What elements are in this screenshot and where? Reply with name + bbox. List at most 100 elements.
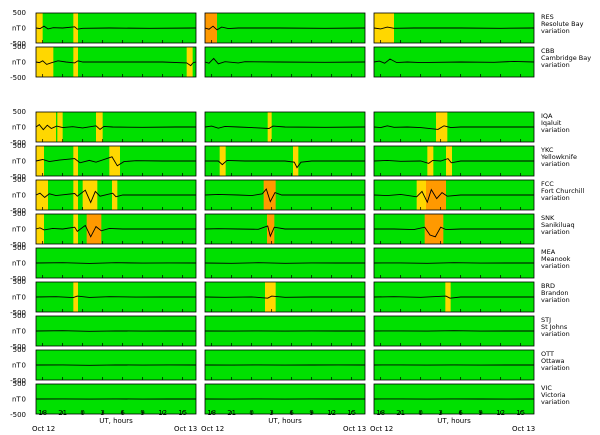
activity-band-active bbox=[73, 146, 78, 176]
series-line-ykc bbox=[205, 159, 365, 169]
panel-iqa-2 bbox=[204, 111, 366, 143]
panel-mea-1 bbox=[35, 247, 197, 279]
unit-label: nT bbox=[12, 192, 21, 200]
x-tick-label: 9 bbox=[478, 409, 482, 417]
station-code: FCC bbox=[541, 180, 554, 188]
station-code: STJ bbox=[541, 316, 551, 324]
date-start-label: Oct 12 bbox=[201, 425, 224, 433]
unit-label: nT bbox=[12, 396, 21, 404]
x-tick-label: 21 bbox=[58, 409, 67, 417]
panel-frame bbox=[35, 247, 197, 279]
activity-band-active bbox=[427, 146, 434, 176]
station-name: Resolute Bay bbox=[541, 20, 584, 28]
activity-band-active bbox=[219, 146, 226, 176]
date-end-label: Oct 13 bbox=[174, 425, 197, 433]
x-tick-label: 18 bbox=[207, 409, 216, 417]
unit-label: nT bbox=[12, 59, 21, 67]
x-tick-label: 0 bbox=[249, 409, 253, 417]
series-line-cbb bbox=[35, 60, 197, 67]
station-code: VIC bbox=[541, 384, 552, 392]
unit-label: nT bbox=[12, 25, 21, 33]
y-tick-label: 500 bbox=[13, 108, 26, 116]
station-suffix: variation bbox=[541, 27, 570, 35]
panel-frame bbox=[35, 315, 197, 347]
y-tick-label: 0 bbox=[22, 226, 26, 234]
panel-frame bbox=[204, 46, 366, 78]
y-tick-label: -500 bbox=[10, 309, 26, 317]
y-tick-label: 500 bbox=[13, 43, 26, 51]
x-tick-label: 3 bbox=[100, 409, 104, 417]
panel-frame bbox=[204, 111, 366, 143]
panel-stj-2 bbox=[204, 315, 366, 347]
station-suffix: variation bbox=[541, 194, 570, 202]
station-suffix: variation bbox=[541, 160, 570, 168]
x-tick-label: 3 bbox=[269, 409, 273, 417]
panel-res-1 bbox=[35, 12, 197, 44]
y-tick-label: -500 bbox=[10, 207, 26, 215]
series-line-ykc bbox=[35, 156, 196, 167]
series-line-ykc bbox=[373, 158, 534, 164]
unit-label: nT bbox=[12, 362, 21, 370]
series-line-iqa bbox=[373, 125, 534, 130]
panel-ott-1 bbox=[35, 349, 197, 381]
x-tick-label: 0 bbox=[80, 409, 84, 417]
station-name: Ottawa bbox=[541, 357, 565, 365]
x-tick-label: 3 bbox=[438, 409, 442, 417]
station-code: MEA bbox=[541, 248, 556, 256]
x-tick-label: 15 bbox=[516, 409, 525, 417]
panel-frame bbox=[373, 213, 535, 245]
y-tick-label: 0 bbox=[22, 192, 26, 200]
panel-frame bbox=[373, 383, 535, 415]
activity-band-storm bbox=[267, 214, 275, 244]
x-tick-label: 21 bbox=[396, 409, 405, 417]
x-axis-2: 18 21 0 3 6 9 12 15 UT, hours Oct 12 Oct 13 bbox=[201, 409, 366, 433]
activity-band-storm bbox=[263, 180, 276, 210]
panel-stj-1 bbox=[35, 315, 197, 347]
station-code: SNK bbox=[541, 214, 555, 222]
panel-snk-1 bbox=[35, 213, 197, 245]
x-axis-label: UT, hours bbox=[437, 417, 471, 425]
station-name: Meanook bbox=[541, 255, 571, 263]
y-tick-label: 500 bbox=[13, 9, 26, 17]
x-tick-label: 21 bbox=[227, 409, 236, 417]
station-suffix: variation bbox=[541, 262, 570, 270]
y-tick-label: -500 bbox=[10, 139, 26, 147]
station-suffix: variation bbox=[541, 61, 570, 69]
date-start-label: Oct 12 bbox=[370, 425, 393, 433]
station-name: Sanikiluaq bbox=[541, 221, 575, 229]
panel-vic-3 bbox=[373, 383, 535, 415]
unit-label: nT bbox=[12, 124, 21, 132]
panel-iqa-3 bbox=[373, 111, 535, 143]
y-tick-label: -500 bbox=[10, 377, 26, 385]
station-suffix: variation bbox=[541, 364, 570, 372]
panel-brd-2 bbox=[204, 281, 366, 313]
panel-frame bbox=[204, 281, 366, 313]
activity-band-active bbox=[267, 112, 272, 142]
x-tick-label: 9 bbox=[309, 409, 313, 417]
date-start-label: Oct 12 bbox=[32, 425, 55, 433]
x-axis-label: UT, hours bbox=[268, 417, 302, 425]
x-tick-label: 18 bbox=[376, 409, 385, 417]
x-axis-1: 18 21 0 3 6 9 12 15 UT, hours Oct 12 Oct 13 bbox=[32, 409, 197, 433]
panel-iqa-1 bbox=[35, 111, 197, 143]
panel-mea-2 bbox=[204, 247, 366, 279]
series-line-brd bbox=[204, 295, 365, 299]
panel-cbb-3 bbox=[373, 46, 535, 78]
y-tick-label: 500 bbox=[13, 176, 26, 184]
x-tick-label: 18 bbox=[38, 409, 47, 417]
panel-snk-2 bbox=[204, 213, 366, 245]
station-name: Cambridge Bay bbox=[541, 54, 591, 62]
panel-brd-3 bbox=[373, 281, 535, 313]
panel-frame bbox=[204, 179, 366, 211]
panel-frame bbox=[204, 145, 366, 177]
panel-frame bbox=[35, 46, 197, 78]
